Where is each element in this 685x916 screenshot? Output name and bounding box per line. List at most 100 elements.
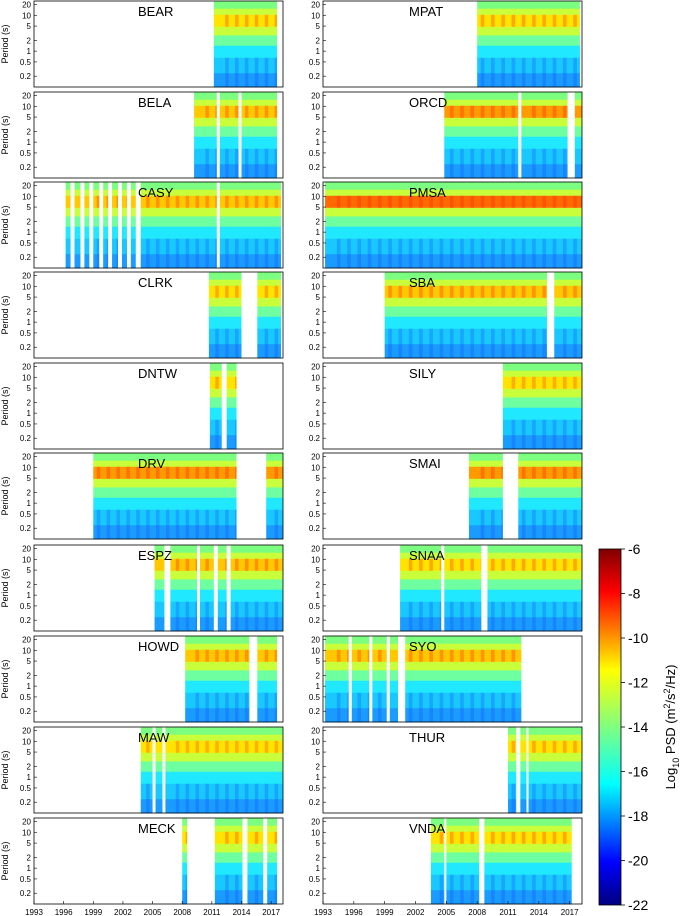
- spectral-band: [194, 105, 217, 119]
- panel-clrk: 20 10 5 2 1 0.5 0.2 Period (s) CLRK: [0, 271, 284, 359]
- spectral-band: [200, 601, 214, 618]
- spectral-band: [446, 862, 480, 876]
- spectral-band: [400, 552, 442, 560]
- seasonal-low-noise: [521, 509, 526, 539]
- spectral-band: [65, 238, 71, 255]
- spectral-band: [247, 852, 264, 864]
- station-label: CASY: [138, 185, 174, 200]
- data-span: [165, 727, 283, 814]
- seasonal-microseism-peak: [235, 285, 239, 298]
- data-span: [487, 545, 582, 632]
- spectral-band: [267, 874, 278, 891]
- spectral-band: [351, 649, 370, 663]
- spectral-band: [502, 419, 582, 436]
- spectral-band: [209, 376, 222, 390]
- spectral-band: [213, 1, 278, 10]
- spectral-band: [325, 636, 349, 645]
- seasonal-low-noise: [491, 328, 495, 358]
- seasonal-low-noise: [225, 328, 229, 358]
- spectral-band: [140, 189, 217, 197]
- seasonal-microseism-peak: [470, 285, 475, 298]
- spectral-band: [477, 73, 580, 88]
- spectral-band: [400, 558, 442, 572]
- spectral-band: [446, 843, 480, 853]
- spectral-band: [430, 874, 445, 891]
- spectral-band: [194, 117, 217, 127]
- spectral-band: [194, 92, 217, 101]
- spectral-band: [430, 818, 445, 827]
- seasonal-low-noise: [264, 328, 269, 358]
- spectral-band: [351, 708, 370, 723]
- seasonal-microseism-peak: [511, 285, 516, 298]
- data-span: [247, 818, 264, 905]
- y-tick-label: 1: [316, 864, 321, 873]
- spectral-band: [241, 105, 278, 119]
- seasonal-microseism-peak: [532, 558, 536, 571]
- seasonal-microseism-peak: [215, 285, 219, 298]
- spectral-band: [325, 670, 349, 682]
- seasonal-low-noise: [205, 601, 209, 631]
- spectral-band: [217, 552, 227, 560]
- spectral-band: [502, 407, 582, 421]
- x-tick-label: 2002: [407, 908, 425, 916]
- data-span: [121, 182, 127, 269]
- spectral-band: [74, 216, 81, 228]
- station-label: SYO: [409, 639, 436, 654]
- y-tick-label: 2: [316, 307, 321, 316]
- y-tick-label: 2: [27, 671, 32, 680]
- panel-frame: [33, 544, 284, 632]
- spectral-band: [528, 771, 582, 785]
- panel-frame: [322, 362, 583, 450]
- seasonal-low-noise: [511, 419, 516, 449]
- seasonal-microseism-peak: [449, 285, 454, 298]
- spectral-band: [103, 182, 109, 191]
- spectral-band: [93, 254, 100, 269]
- seasonal-microseism-peak: [175, 466, 180, 479]
- y-tick-label: 1: [316, 318, 321, 327]
- spectral-band: [230, 558, 283, 572]
- y-tick-label: 1: [27, 499, 32, 508]
- spectral-band: [477, 14, 580, 28]
- seasonal-microseism-peak: [367, 649, 370, 662]
- seasonal-microseism-peak: [562, 740, 567, 753]
- spectral-band: [65, 226, 71, 240]
- x-tick-label: 2008: [468, 908, 486, 916]
- seasonal-microseism-peak: [264, 195, 269, 208]
- seasonal-microseism-peak: [449, 649, 454, 662]
- spectral-band: [400, 545, 442, 554]
- seasonal-low-noise: [235, 419, 237, 449]
- y-tick-label: 0.5: [20, 58, 32, 67]
- spectral-band: [444, 99, 519, 107]
- seasonal-microseism-peak: [480, 285, 485, 298]
- data-span: [384, 272, 548, 359]
- seasonal-microseism-peak: [146, 195, 150, 208]
- y-tick-label: 0.2: [20, 707, 32, 716]
- seasonal-low-noise: [106, 238, 109, 268]
- spectral-band: [405, 661, 522, 671]
- seasonal-microseism-peak: [96, 466, 101, 479]
- spectral-band: [502, 376, 582, 390]
- spectral-band: [219, 136, 239, 150]
- seasonal-microseism-peak: [136, 466, 140, 479]
- seasonal-low-noise: [254, 238, 259, 268]
- spectral-band: [121, 182, 127, 191]
- seasonal-low-noise: [264, 57, 269, 87]
- seasonal-microseism-peak: [408, 195, 413, 208]
- spectral-band: [219, 117, 239, 127]
- seasonal-microseism-peak: [106, 466, 111, 479]
- seasonal-low-noise: [244, 57, 249, 87]
- y-tick-label: 10: [311, 11, 320, 20]
- x-tick-label: 2017: [262, 908, 280, 916]
- spectral-band: [266, 478, 283, 488]
- spectral-band: [121, 207, 127, 217]
- spectral-band: [84, 254, 90, 269]
- spectral-band: [247, 818, 264, 827]
- y-tick-label: 10: [22, 555, 31, 564]
- spectral-band: [502, 397, 582, 409]
- seasonal-microseism-peak: [573, 14, 577, 27]
- colorbar-tick-label: -12: [628, 675, 648, 691]
- seasonal-low-noise: [470, 601, 475, 631]
- spectral-band: [103, 195, 109, 209]
- spectral-band: [219, 216, 282, 228]
- seasonal-microseism-peak: [542, 558, 547, 571]
